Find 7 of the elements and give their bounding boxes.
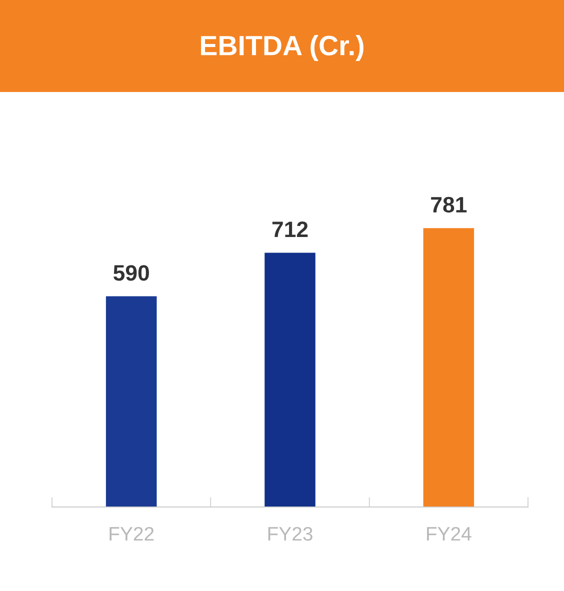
data-label: 781 bbox=[431, 196, 467, 213]
x-tick-label: FY24 bbox=[427, 526, 472, 541]
chart-title: EBITDA (Cr.) bbox=[201, 35, 364, 61]
x-tick-label: FY23 bbox=[268, 526, 312, 541]
data-label: 712 bbox=[272, 221, 308, 238]
data-label: 590 bbox=[113, 265, 149, 281]
x-tick-label: FY22 bbox=[110, 526, 154, 541]
